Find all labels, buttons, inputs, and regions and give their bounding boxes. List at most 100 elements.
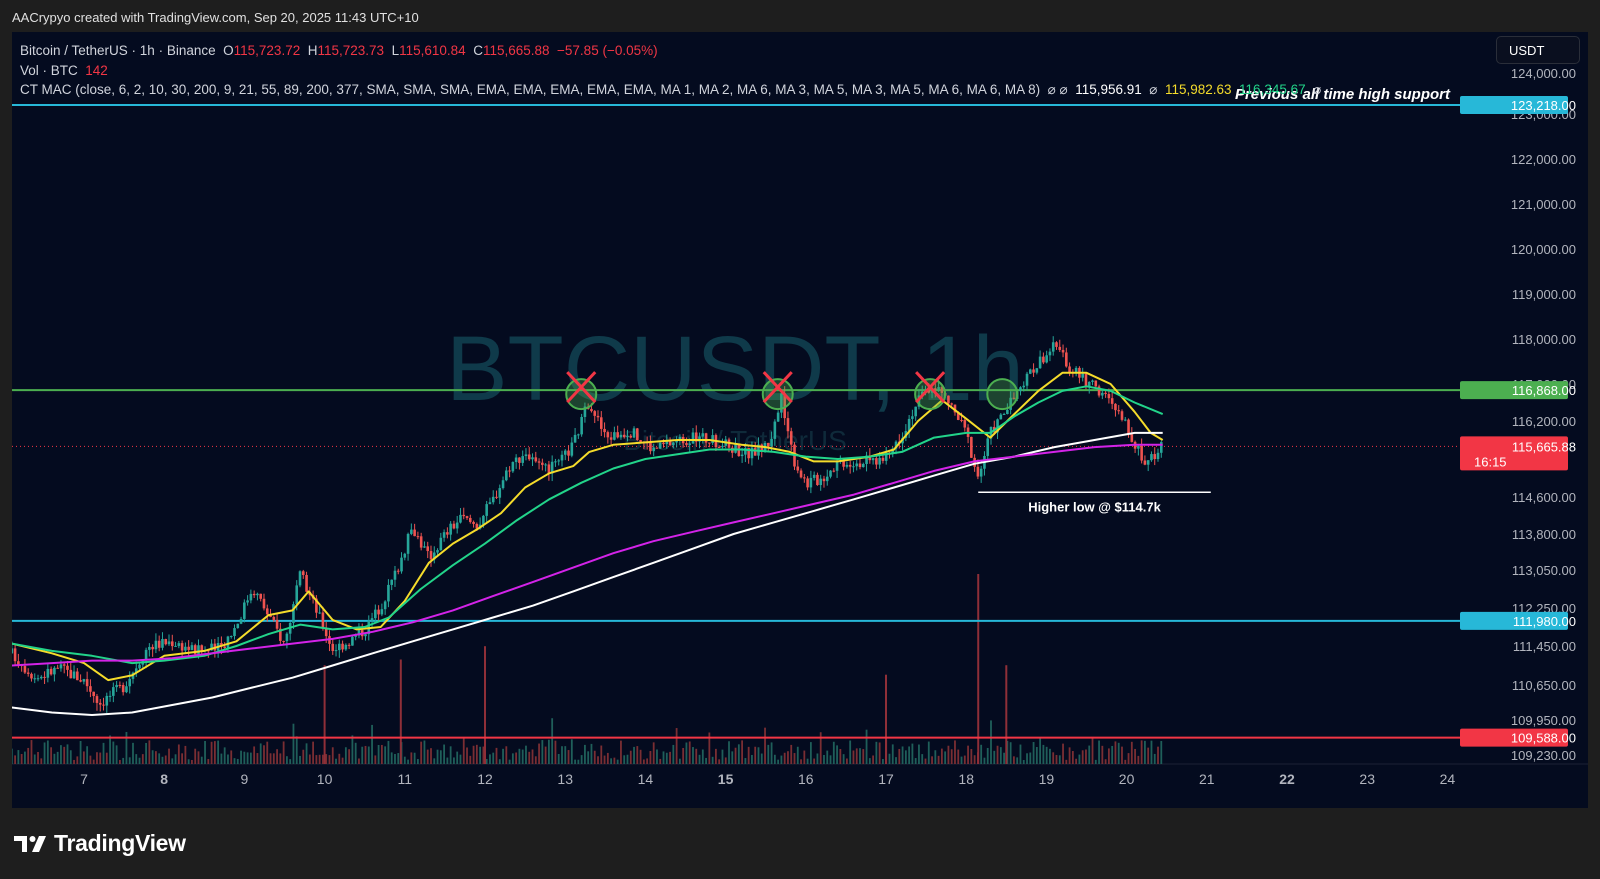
volume-bar	[1003, 752, 1005, 764]
legend-high: 115,723.73	[317, 43, 385, 58]
candle-body	[115, 684, 118, 688]
x-tick-label: 16	[798, 771, 814, 787]
candle-body	[501, 480, 505, 489]
candle-body	[616, 432, 619, 438]
volume-bar	[266, 741, 269, 764]
x-tick-label: 17	[878, 771, 894, 787]
volume-bar	[757, 747, 760, 764]
volume-bar	[164, 755, 167, 764]
candle-body	[400, 557, 403, 572]
candle-body	[95, 696, 99, 703]
candle-body	[537, 461, 541, 463]
candle-body	[468, 517, 472, 522]
volume-bar	[816, 753, 819, 764]
volume-bar	[878, 742, 881, 764]
ma-line	[12, 431, 1163, 716]
volume-bar	[286, 756, 288, 764]
candle-body	[292, 604, 295, 623]
volume-bar	[299, 755, 301, 764]
volume-bar	[118, 759, 121, 764]
candle-body	[33, 678, 37, 680]
volume-bar	[918, 744, 920, 764]
candle-body	[1035, 368, 1039, 373]
candle-body	[668, 441, 672, 446]
volume-bar	[1009, 742, 1012, 764]
legend-volume-row[interactable]: Vol · BTC 142	[20, 61, 1321, 81]
price-level-badge	[1460, 381, 1568, 400]
volume-bar	[69, 750, 72, 764]
volume-bar	[1078, 754, 1081, 764]
candle-body	[174, 645, 177, 647]
candle-body	[495, 496, 498, 498]
candle-body	[1143, 460, 1147, 465]
volume-bar	[1130, 741, 1133, 764]
volume-bar	[407, 759, 409, 764]
volume-bar	[403, 756, 406, 764]
candle-body	[279, 628, 282, 641]
volume-spike	[323, 665, 326, 764]
candle-body	[940, 387, 944, 393]
volume-bar	[741, 740, 744, 764]
legend-change: −57.85 (−0.05%)	[557, 43, 658, 58]
candle-body	[1045, 355, 1048, 363]
legend-low-label: L	[391, 43, 400, 58]
volume-bar	[764, 727, 766, 764]
volume-bar	[305, 743, 308, 764]
candle-body	[66, 665, 69, 670]
candle-body	[547, 464, 551, 474]
volume-bar	[426, 749, 429, 764]
volume-bar	[416, 759, 419, 764]
current-price-countdown: 16:15	[1474, 454, 1507, 469]
volume-bar	[940, 748, 943, 764]
candle-body	[747, 448, 750, 459]
candle-body	[999, 414, 1003, 420]
volume-bar	[351, 735, 354, 764]
candle-body	[518, 457, 521, 463]
volume-bar	[980, 744, 983, 764]
legend-symbol[interactable]: Bitcoin / TetherUS · 1h · Binance	[20, 43, 216, 58]
candle-body	[459, 514, 462, 523]
candle-body	[996, 419, 999, 433]
candle-body	[442, 532, 446, 538]
candle-body	[871, 458, 875, 461]
volume-bar	[865, 729, 868, 764]
candle-body	[865, 455, 868, 464]
candle-body	[295, 585, 299, 605]
candle-body	[282, 640, 285, 642]
volume-bars	[12, 574, 1163, 764]
candle-body	[1042, 356, 1045, 363]
volume-bar	[354, 742, 357, 764]
candle-body	[1127, 419, 1130, 435]
volume-bar	[1137, 755, 1140, 764]
volume-bar	[1016, 757, 1019, 764]
candle-body	[986, 438, 990, 456]
candle-body	[62, 664, 66, 666]
candle-body	[239, 618, 243, 624]
candle-body	[1140, 445, 1143, 461]
candle-body	[934, 388, 937, 390]
candle-body	[347, 644, 351, 646]
volume-bar	[380, 744, 383, 764]
candle-body	[315, 598, 318, 613]
candle-body	[98, 702, 102, 705]
currency-selector[interactable]: USDT	[1496, 36, 1580, 64]
volume-bar	[204, 740, 206, 764]
volume-bar	[295, 736, 298, 764]
volume-bar	[983, 757, 986, 764]
candle-body	[272, 616, 276, 620]
candle-body	[17, 661, 20, 665]
candle-body	[432, 552, 436, 560]
candle-body	[855, 463, 859, 467]
tradingview-logo[interactable]: TradingView	[14, 830, 186, 857]
candle-body	[1019, 387, 1022, 392]
legend-indicator-row[interactable]: CT MAC (close, 6, 2, 10, 30, 200, 9, 21,…	[20, 80, 1321, 100]
candle-body	[1061, 349, 1065, 353]
legend-high-label: H	[307, 43, 318, 58]
candle-body	[43, 676, 46, 678]
volume-bar	[1094, 759, 1097, 764]
watermark-symbol: BTCUSDT, 1h	[446, 318, 1024, 420]
candle-body	[717, 447, 721, 449]
candle-body	[1120, 411, 1124, 420]
candle-body	[324, 628, 328, 637]
